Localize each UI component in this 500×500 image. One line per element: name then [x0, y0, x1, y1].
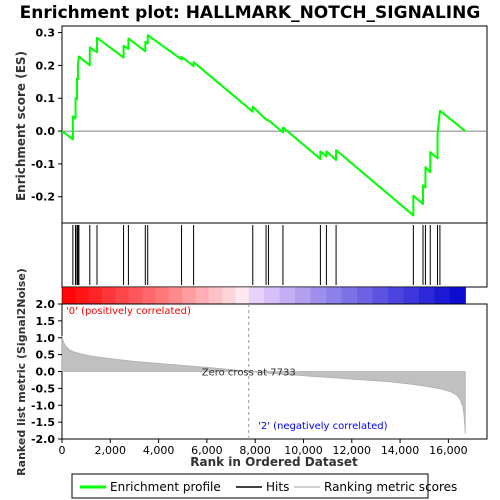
- zero-cross-label: Zero cross at 7733: [202, 368, 296, 379]
- enrichment-profile-line: [61, 34, 466, 217]
- rank-bar-segment: [310, 287, 327, 304]
- legend: Enrichment profile Hits Ranking metric s…: [71, 473, 457, 499]
- rank-bar-segment: [75, 287, 90, 304]
- zero-lines: [62, 130, 487, 439]
- legend-label-ranking: Ranking metric scores: [324, 480, 457, 494]
- rank-bar-segment: [208, 287, 223, 304]
- x-tick-label: 4,000: [143, 444, 175, 457]
- rank-bar-segment: [341, 287, 358, 304]
- rank-bar-segment: [62, 287, 76, 304]
- rank-bar-segment: [418, 287, 435, 304]
- legend-box: [71, 473, 429, 499]
- es-y-tick-label: 0.1: [36, 92, 56, 105]
- x-tick-label: 16,000: [429, 444, 468, 457]
- ranking-metric-area: [61, 335, 466, 434]
- rank-bar-segment: [195, 287, 210, 304]
- rank-bar-segment: [248, 287, 265, 304]
- metric-y-tick-label: 1.5: [36, 315, 56, 328]
- legend-label-enrichment: Enrichment profile: [110, 480, 221, 494]
- rank-bar-segment: [235, 287, 250, 304]
- rank-bar-segment: [115, 287, 130, 304]
- ranking-metric-series: [61, 335, 466, 434]
- rank-bar-segment: [264, 287, 281, 304]
- metric-y-axis: -2.0 -1.5 -1.0 -0.5 0.0 0.5 1.0 1.5 2.0: [31, 298, 62, 446]
- es-y-tick-label: -0.1: [31, 158, 55, 171]
- x-tick-label: 6,000: [191, 444, 223, 457]
- rank-bar-segment: [387, 287, 404, 304]
- x-axis-title: Rank in Ordered Dataset: [190, 455, 358, 469]
- metric-y-tick-label: -1.5: [31, 416, 55, 429]
- x-tick-label: 14,000: [381, 444, 420, 457]
- es-y-tick-label: 0.0: [36, 125, 56, 138]
- x-axis: 0 2,000 4,000 6,000 8,000 10,000 12,000 14,000 1…: [59, 439, 468, 457]
- rank-color-bar: [61, 286, 466, 305]
- x-tick-label: 8,000: [239, 444, 271, 457]
- rank-bar-segment: [102, 287, 116, 304]
- rank-bar-segment: [434, 287, 451, 304]
- rank-bar-segment: [295, 287, 312, 304]
- rank-bar-segment: [182, 287, 196, 304]
- rank-bar-segment: [326, 287, 343, 304]
- x-tick-label: 12,000: [333, 444, 372, 457]
- rank-bar-segment: [279, 287, 296, 304]
- rank-bar-segment: [357, 287, 373, 304]
- rank-bar-segment: [168, 287, 183, 304]
- metric-y-tick-label: 0.5: [36, 349, 56, 362]
- es-y-axis: -0.2 -0.1 0.0 0.1 0.2 0.3: [31, 27, 62, 204]
- rank-bar-segment: [142, 287, 156, 304]
- metric-y-tick-label: -0.5: [31, 382, 55, 395]
- es-y-axis-title: Enrichment score (ES): [14, 51, 28, 201]
- es-y-tick-label: 0.3: [36, 27, 56, 40]
- rank-bar-segment: [403, 287, 420, 304]
- metric-y-tick-label: 0.0: [36, 366, 56, 379]
- hit-markers: [72, 225, 441, 285]
- metric-y-tick-label: -1.0: [31, 399, 55, 412]
- metric-y-tick-label: 1.0: [36, 332, 56, 345]
- metric-y-axis-title: Ranked list metric (Signal2Noise): [15, 268, 28, 476]
- metric-y-tick-label: -2.0: [31, 433, 55, 446]
- x-tick-label: 0: [59, 444, 66, 457]
- rank-bar-segment: [155, 287, 170, 304]
- legend-label-hits: Hits: [266, 480, 289, 494]
- es-y-tick-label: -0.2: [31, 191, 55, 204]
- rank-bar-segment: [449, 287, 466, 304]
- rank-bar-segment: [88, 287, 103, 304]
- enrichment-profile-series: [61, 34, 466, 217]
- x-tick-label: 10,000: [284, 444, 323, 457]
- rank-bar-segment: [128, 287, 143, 304]
- x-tick-label: 2,000: [95, 444, 127, 457]
- positive-correlation-label: '0' (positively correlated): [66, 306, 191, 317]
- hits-panel: [61, 222, 488, 288]
- es-y-tick-label: 0.2: [36, 59, 56, 72]
- rank-bar-segment: [222, 287, 236, 304]
- rank-bar-segment: [372, 287, 389, 304]
- negative-correlation-label: '2' (negatively correlated): [258, 421, 387, 432]
- metric-y-tick-label: 2.0: [36, 298, 56, 311]
- chart-title: Enrichment plot: HALLMARK_NOTCH_SIGNALIN…: [20, 3, 481, 23]
